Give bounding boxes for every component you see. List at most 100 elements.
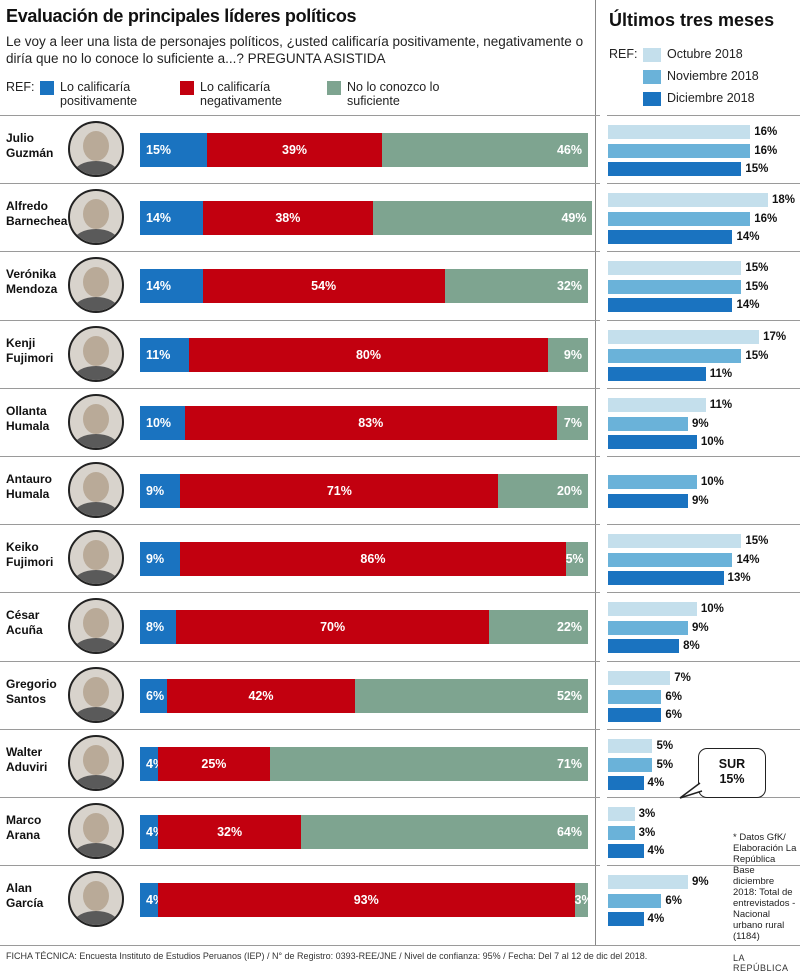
bar-segment-positive [140, 679, 167, 713]
legend-swatch-negative [180, 81, 194, 95]
trend-row-separator [607, 456, 800, 457]
politician-name: Julio Guzmán [6, 131, 86, 161]
trend-bar-dec [608, 639, 680, 653]
bar-segment-unknown [269, 747, 588, 781]
bar-segment-unknown [489, 610, 588, 644]
politician-last-name: Fujimori [6, 351, 54, 365]
politician-last-name: Barnechea [6, 214, 68, 228]
bar-segment-negative [157, 883, 575, 917]
row-separator [0, 797, 600, 798]
trend-bar-dec [608, 435, 697, 449]
politician-name: Alfredo Barnechea [6, 199, 86, 229]
trend-bar-dec [608, 912, 644, 926]
callout-line2: 15% [719, 772, 745, 786]
question-text: Le voy a leer una lista de personajes po… [6, 34, 584, 66]
photo-body [74, 775, 118, 789]
row-separator [0, 865, 600, 866]
bar-label-negative: 70% [320, 620, 346, 634]
data-note: * Datos GfK/ Elaboración La República Ba… [733, 832, 797, 942]
politician-last-name: García [6, 896, 44, 910]
trend-label-dec: 4% [647, 845, 665, 857]
photo-face [83, 745, 109, 775]
trend-label-dec: 15% [745, 163, 769, 175]
trend-label-nov: 16% [754, 144, 778, 157]
right-legend-ref-label: REF: [609, 47, 638, 61]
bar-segment-unknown [355, 679, 588, 713]
politician-first-name: Verónika [6, 267, 57, 281]
callout-text: SUR 15% [698, 757, 766, 787]
politician-last-name: Guzmán [6, 146, 54, 160]
photo-body [74, 911, 118, 925]
bar-segment-negative [180, 542, 566, 576]
photo-face [83, 131, 109, 161]
bar-segment-negative [157, 747, 270, 781]
trend-row-separator [607, 251, 800, 252]
bar-segment-unknown [547, 338, 588, 372]
trend-label-dec: 9% [692, 494, 709, 507]
trend-label-nov: 9% [692, 621, 709, 634]
bar-segment-positive [140, 338, 190, 372]
row-separator [0, 592, 600, 593]
trend-bar-oct [608, 534, 742, 548]
photo-face [83, 267, 109, 297]
trend-label-oct: 17% [763, 331, 787, 343]
bar-label-negative: 25% [201, 757, 227, 771]
bar-segment-unknown [444, 269, 588, 303]
bar-label-positive: 11% [146, 348, 171, 362]
bar-segment-unknown [301, 815, 588, 849]
photo-face [83, 677, 109, 707]
trend-label-nov: 5% [656, 758, 674, 771]
trend-label-nov: 6% [665, 894, 682, 907]
bar-segment-negative [175, 610, 490, 644]
photo-face [83, 472, 109, 502]
trend-bar-oct [608, 807, 635, 821]
bar-segment-positive [140, 747, 158, 781]
trend-label-nov: 9% [692, 417, 709, 430]
brand-label: LA REPÚBLICA [733, 953, 789, 973]
bar-label-negative: 54% [311, 279, 337, 293]
bar-segment-negative [202, 269, 445, 303]
trend-label-dec: 8% [683, 640, 700, 652]
politician-name: César Acuña [6, 608, 86, 638]
politician-last-name: Humala [6, 419, 50, 433]
row-separator [0, 729, 600, 730]
right-legend-swatch-nov [643, 70, 661, 84]
bar-label-positive: 8% [146, 620, 165, 634]
photo-body [74, 570, 118, 584]
politician-last-name: Mendoza [6, 282, 58, 296]
row-separator [0, 661, 600, 662]
politician-photo [68, 803, 124, 859]
trend-bar-nov [608, 552, 733, 567]
photo-body [74, 502, 118, 516]
politician-photo [68, 871, 124, 927]
bar-segment-unknown [565, 542, 588, 576]
politician-first-name: Julio [6, 131, 35, 145]
politician-photo [68, 735, 124, 791]
trend-bar-oct [608, 671, 671, 685]
trend-row-separator [607, 320, 800, 321]
politician-last-name: Santos [6, 692, 47, 706]
trend-bar-nov [608, 757, 653, 772]
row-separator [0, 388, 600, 389]
bar-segment-positive [140, 474, 181, 508]
bar-label-positive: 15% [146, 143, 172, 157]
bar-label-positive: 14% [146, 279, 172, 293]
right-legend-label-dec: Diciembre 2018 [667, 91, 755, 105]
trend-row-separator [607, 524, 800, 525]
photo-body [74, 229, 118, 243]
trend-label-oct: 15% [745, 262, 769, 274]
trend-bar-dec [608, 844, 644, 858]
bar-label-positive: 9% [146, 484, 165, 498]
photo-body [74, 161, 118, 175]
bar-label-unknown: 3% [575, 883, 593, 917]
politician-name: Keiko Fujimori [6, 540, 86, 570]
trend-bar-oct [608, 398, 706, 412]
bar-label-unknown: 5% [565, 552, 584, 566]
bar-segment-positive [140, 815, 158, 849]
trend-label-dec: 4% [647, 913, 665, 925]
photo-face [83, 199, 109, 229]
trend-label-nov: 10% [700, 476, 724, 488]
trend-bar-nov [608, 143, 751, 158]
bar-segment-positive [140, 269, 203, 303]
politician-last-name: Humala [6, 487, 50, 501]
